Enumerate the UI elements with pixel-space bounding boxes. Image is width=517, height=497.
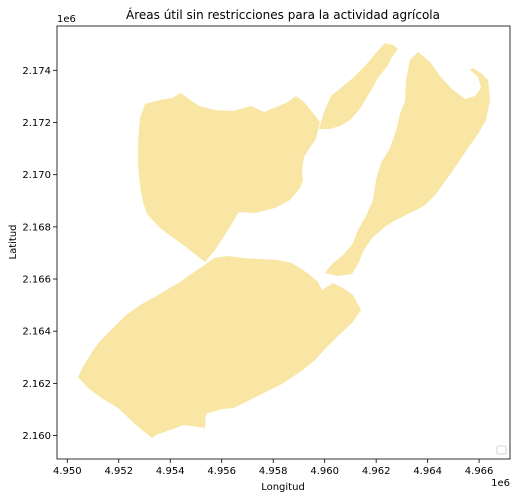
y-axis: 2.160 2.162 2.164 2.166 2.168 2.170 2.172 2.174: [22, 66, 57, 442]
agricultural-area-east: [325, 52, 490, 276]
chart-title: Áreas útil sin restricciones para la act…: [126, 7, 440, 22]
y-tick-label: 2.174: [22, 66, 51, 77]
y-tick-label: 2.160: [22, 431, 51, 442]
x-tick-label: 4.950: [53, 466, 82, 477]
y-tick-label: 2.166: [22, 275, 51, 286]
x-axis-label: Longitud: [261, 482, 305, 493]
x-axis: 4.950 4.952 4.954 4.956 4.958 4.960 4.962 4.964…: [53, 459, 493, 477]
y-tick-label: 2.164: [22, 327, 51, 338]
y-tick-label: 2.168: [22, 222, 51, 233]
y-axis-offset-label: 1e6: [57, 14, 76, 25]
x-tick-label: 4.962: [362, 466, 391, 477]
x-tick-label: 4.954: [156, 466, 185, 477]
x-tick-label: 4.960: [310, 466, 339, 477]
y-tick-label: 2.162: [22, 379, 51, 390]
y-tick-label: 2.170: [22, 170, 51, 181]
x-tick-label: 4.958: [259, 466, 288, 477]
legend-box: [496, 445, 507, 455]
x-tick-label: 4.966: [465, 466, 494, 477]
y-tick-label: 2.172: [22, 118, 51, 129]
agricultural-area-central: [138, 93, 320, 262]
plot-frame: [56, 25, 511, 460]
x-tick-label: 4.964: [413, 466, 442, 477]
y-axis-label: Latitud: [8, 224, 19, 259]
x-tick-label: 4.952: [104, 466, 133, 477]
agricultural-area-south: [78, 256, 361, 438]
map-area-layer: [78, 43, 490, 438]
x-tick-label: 4.956: [207, 466, 236, 477]
x-axis-offset-label: 1e6: [491, 478, 510, 489]
agricultural-area-northern-strip: [319, 43, 398, 129]
